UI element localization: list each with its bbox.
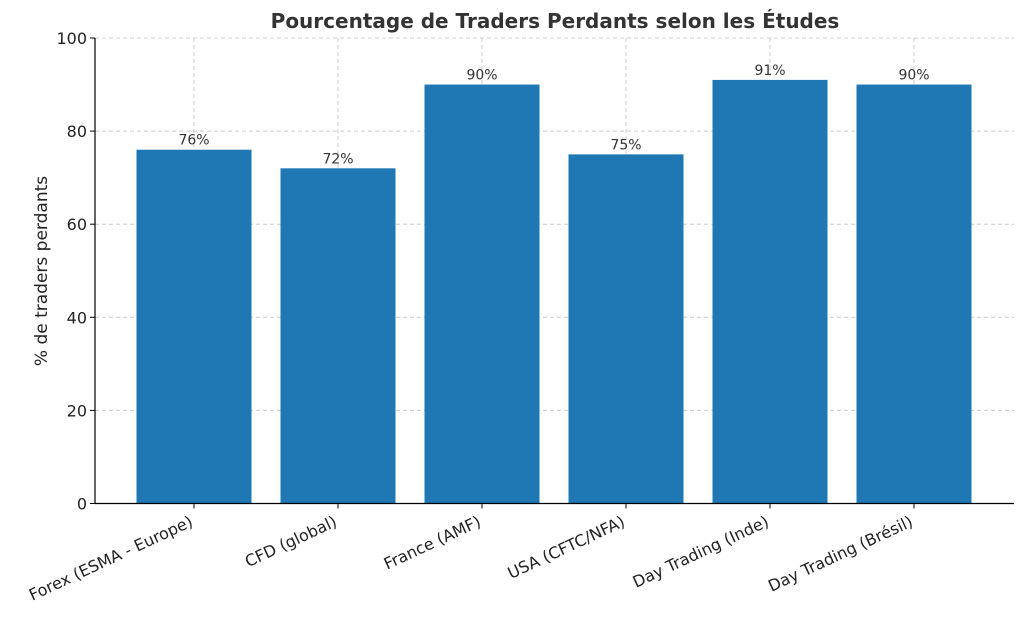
data-label: 75% <box>610 137 641 153</box>
data-labels: 76% 72% 90% 75% 91% 90% <box>178 63 929 167</box>
x-tick-label: Forex (ESMA - Europe) <box>26 512 196 605</box>
x-tick-label: France (AMF) <box>381 512 484 573</box>
x-tick-label: USA (CFTC/NFA) <box>505 512 628 583</box>
bar <box>136 149 252 504</box>
y-tick-label: 60 <box>67 215 87 234</box>
y-tick-label: 20 <box>67 401 87 420</box>
x-tick-label: CFD (global) <box>242 512 340 571</box>
bar <box>856 84 972 504</box>
bar <box>424 84 540 504</box>
data-label: 90% <box>898 68 929 84</box>
data-label: 90% <box>466 68 497 84</box>
x-tick-labels: Forex (ESMA - Europe) CFD (global) France … <box>26 503 916 605</box>
chart-title: Pourcentage de Traders Perdants selon le… <box>271 9 840 33</box>
y-tick-label: 0 <box>77 495 87 514</box>
data-label: 72% <box>322 151 353 167</box>
y-tick-label: 100 <box>56 29 87 48</box>
bars <box>136 79 972 504</box>
x-tick-label: Day Trading (Inde) <box>630 512 772 592</box>
bar <box>568 154 684 504</box>
y-tick-labels: 0 20 40 60 80 100 <box>56 29 95 514</box>
data-label: 76% <box>178 133 209 149</box>
data-label: 91% <box>754 63 785 79</box>
bar <box>280 168 396 504</box>
bar <box>712 79 828 504</box>
y-tick-label: 80 <box>67 122 87 141</box>
x-tick-label: Day Trading (Brésil) <box>765 512 916 596</box>
y-axis-label: % de traders perdants <box>32 176 52 366</box>
y-tick-label: 40 <box>67 308 87 327</box>
